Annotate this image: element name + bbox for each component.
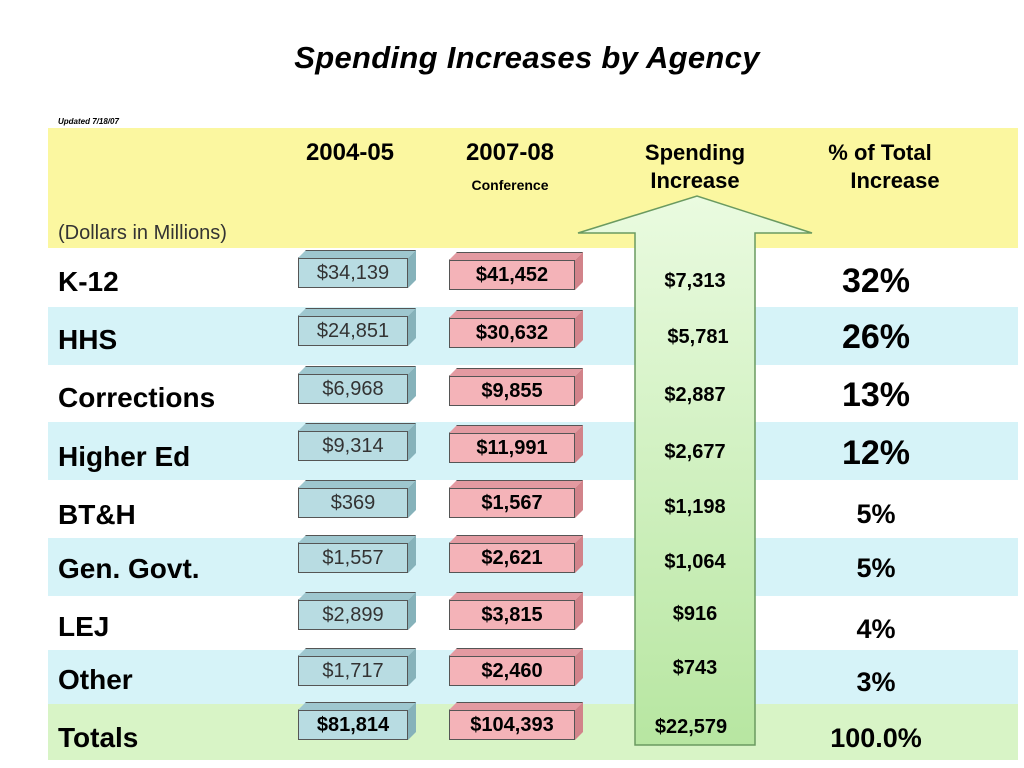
increase-value: $2,677	[664, 441, 726, 463]
increase-value: $5,781	[667, 326, 729, 348]
value-2007-box: $9,855	[449, 368, 583, 406]
value-2004-box-total: $81,814	[298, 702, 416, 740]
value-2004-box: $1,717	[298, 648, 416, 686]
row-label: Other	[58, 664, 133, 695]
increase-arrow-shape	[577, 195, 813, 746]
pct-value: 5%	[856, 499, 896, 529]
value-2007-total: $104,393	[449, 710, 575, 740]
value-2004-box: $1,557	[298, 535, 416, 573]
increase-value: $2,887	[664, 384, 726, 406]
header-band	[48, 128, 1018, 248]
value-2004: $24,851	[298, 316, 408, 346]
value-2007: $30,632	[449, 318, 575, 348]
updated-note: Updated 7/18/07	[58, 117, 119, 126]
value-2007-box: $1,567	[449, 480, 583, 518]
value-2004-total: $81,814	[298, 710, 408, 740]
increase-value: $1,064	[664, 551, 726, 573]
pct-value-total: 100.0%	[830, 723, 922, 753]
col-head-2004: 2004-05	[305, 139, 395, 166]
value-2007-box-total: $104,393	[449, 702, 583, 740]
value-2007: $2,460	[449, 656, 575, 686]
value-2004-box: $2,899	[298, 592, 416, 630]
value-2007: $41,452	[449, 260, 575, 290]
row-label: BT&H	[58, 499, 136, 530]
increase-value-total: $22,579	[654, 716, 728, 738]
row-label: K-12	[58, 266, 119, 297]
pct-value: 26%	[841, 318, 911, 356]
col-head-spending: Spending	[644, 140, 746, 165]
pct-value: 5%	[856, 553, 896, 583]
pct-value: 13%	[841, 376, 911, 414]
value-2004-box: $6,968	[298, 366, 416, 404]
row-label: LEJ	[58, 611, 110, 642]
value-2004-box: $34,139	[298, 250, 416, 288]
value-2004-box: $9,314	[298, 423, 416, 461]
col-sub-conference: Conference	[471, 177, 549, 193]
value-2007: $1,567	[449, 488, 575, 518]
value-2007-box: $2,460	[449, 648, 583, 686]
increase-value: $916	[672, 603, 718, 625]
value-2004: $34,139	[298, 258, 408, 288]
col-head-2007: 2007-08	[465, 139, 555, 166]
col-head-pct-increase: Increase	[850, 168, 940, 193]
value-2004: $1,557	[298, 543, 408, 573]
value-2007-box: $30,632	[449, 310, 583, 348]
value-2004: $9,314	[298, 431, 408, 461]
pct-value: 4%	[856, 614, 896, 644]
value-2007: $2,621	[449, 543, 575, 573]
row-label: Higher Ed	[58, 441, 191, 472]
row-label-totals: Totals	[58, 722, 139, 753]
pct-value: 32%	[841, 262, 911, 300]
value-2007-box: $11,991	[449, 425, 583, 463]
value-2004-box: $24,851	[298, 308, 416, 346]
pct-value: 12%	[841, 434, 911, 472]
value-2004-box: $369	[298, 480, 416, 518]
value-2007-box: $41,452	[449, 252, 583, 290]
row-label: HHS	[58, 324, 118, 355]
value-2004: $6,968	[298, 374, 408, 404]
value-2007: $11,991	[449, 433, 575, 463]
value-2007-box: $2,621	[449, 535, 583, 573]
row-label: Corrections	[58, 382, 216, 413]
increase-value: $7,313	[664, 270, 726, 292]
col-head-pct-total: % of Total	[828, 140, 932, 165]
increase-value: $1,198	[664, 496, 726, 518]
pct-value: 3%	[856, 667, 896, 697]
value-2004: $2,899	[298, 600, 408, 630]
increase-value: $743	[672, 657, 718, 679]
value-2007: $3,815	[449, 600, 575, 630]
chart-title: Spending Increases by Agency	[294, 40, 760, 75]
value-2007: $9,855	[449, 376, 575, 406]
value-2004: $369	[298, 488, 408, 518]
value-2004: $1,717	[298, 656, 408, 686]
row-label: Gen. Govt.	[58, 553, 200, 584]
col-head-increase: Increase	[650, 168, 740, 193]
value-2007-box: $3,815	[449, 592, 583, 630]
units-note: (Dollars in Millions)	[58, 222, 227, 244]
